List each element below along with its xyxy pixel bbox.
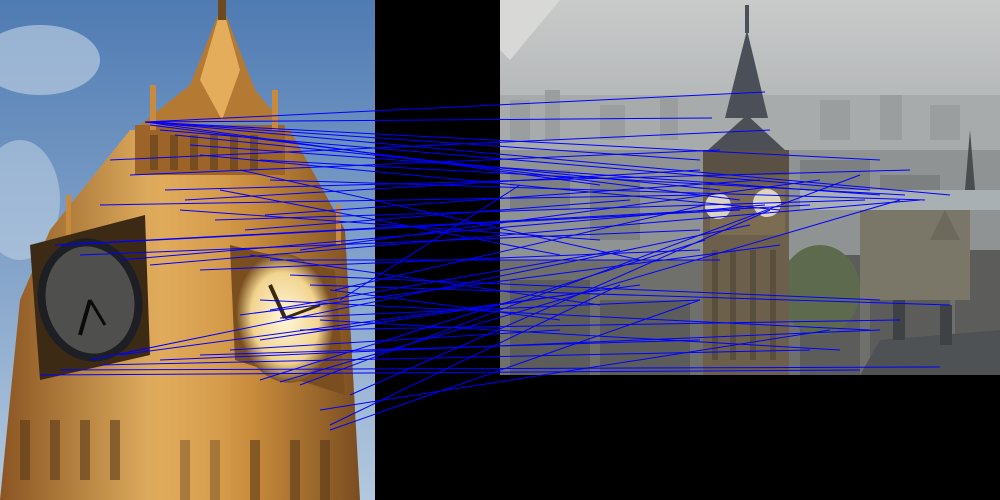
match-line xyxy=(329,284,621,426)
match-line xyxy=(299,319,901,331)
match-line xyxy=(259,159,906,196)
match-line xyxy=(179,209,601,241)
match-line xyxy=(269,179,926,201)
match-lines xyxy=(39,91,951,431)
match-line xyxy=(259,299,871,331)
match-line xyxy=(219,189,561,256)
match-line xyxy=(39,369,861,376)
match-line xyxy=(144,117,713,123)
match-line xyxy=(244,199,631,231)
match-line xyxy=(329,289,561,321)
match-line xyxy=(259,239,706,381)
match-line xyxy=(144,121,881,161)
match-line xyxy=(319,319,841,351)
match-line xyxy=(249,254,601,306)
match-line xyxy=(214,199,866,221)
match-line xyxy=(89,224,751,361)
match-line xyxy=(309,284,951,306)
match-line xyxy=(59,209,741,246)
match-line xyxy=(349,209,771,396)
match-line xyxy=(99,194,701,206)
match-line xyxy=(239,244,781,316)
left-image xyxy=(0,0,375,500)
left-clock-face xyxy=(30,215,150,380)
match-line xyxy=(319,329,831,411)
match-line xyxy=(79,229,701,256)
match-line xyxy=(109,129,771,161)
right-image xyxy=(500,0,1000,375)
match-line xyxy=(334,204,706,291)
match-line xyxy=(329,299,701,431)
match-line xyxy=(129,149,721,176)
match-line xyxy=(119,204,766,261)
match-line xyxy=(184,169,701,201)
match-line xyxy=(264,179,761,216)
match-line xyxy=(279,299,701,319)
match-line xyxy=(144,91,766,123)
match-line xyxy=(189,144,881,196)
match-line xyxy=(279,199,901,383)
match-line xyxy=(99,349,811,366)
match-line xyxy=(149,199,921,266)
match-line xyxy=(289,274,881,301)
match-line xyxy=(299,174,861,386)
match-line xyxy=(159,329,881,361)
match-line xyxy=(164,169,911,191)
match-line xyxy=(339,184,521,301)
match-line xyxy=(59,366,941,371)
match-line xyxy=(159,129,871,191)
match-line xyxy=(229,329,561,351)
match-line xyxy=(144,121,951,196)
match-line xyxy=(269,249,621,311)
match-line xyxy=(144,121,701,161)
match-line xyxy=(119,284,641,356)
match-line xyxy=(174,134,721,191)
match-line xyxy=(299,179,821,251)
